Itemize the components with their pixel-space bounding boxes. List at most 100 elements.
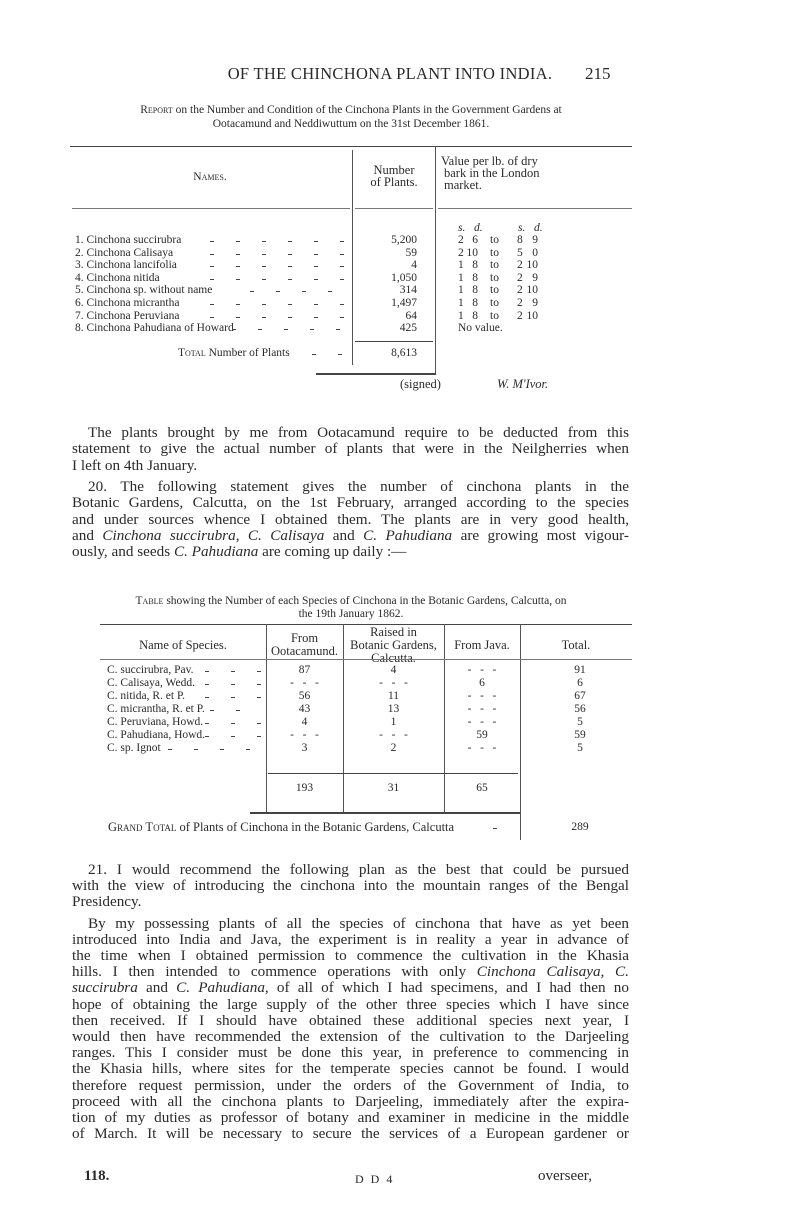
count-raised: 4 <box>390 664 397 676</box>
plant-count: 1,497 <box>391 297 417 309</box>
count-raised: - - - <box>379 729 408 741</box>
bark-value: to <box>490 246 499 259</box>
bark-value: 1 <box>458 259 464 272</box>
bark-value: 9 <box>532 234 538 246</box>
italic-text: succirubra <box>72 979 138 997</box>
count-java: - - - <box>467 742 497 754</box>
grand-total-value: 289 <box>571 821 589 833</box>
leader-dashes <box>210 266 346 268</box>
text-line: 21. I would recommend the following plan… <box>88 862 629 878</box>
header-raised: Raised in <box>370 625 417 639</box>
bark-value: to <box>490 284 499 297</box>
bark-value: to <box>490 309 499 322</box>
text-segment: are growing most vigour- <box>452 526 629 544</box>
text-segment: and <box>137 979 177 997</box>
bark-value: to <box>490 271 499 284</box>
text-segment: and under sources whence I obtained them… <box>72 510 629 528</box>
text-segment: ranges. This I consider must be done thi… <box>72 1044 629 1062</box>
count-oot: 56 <box>298 690 311 702</box>
text-segment: the time when I obtained permission to c… <box>72 947 629 964</box>
caption-text: on the Number and Condition of the Cinch… <box>172 104 562 116</box>
column-divider <box>352 150 353 365</box>
leader-dashes <box>205 723 262 724</box>
bottom-rule <box>316 373 436 375</box>
grand-smallcaps: Grand Total <box>108 820 177 834</box>
bark-value: 2 <box>458 234 464 246</box>
bark-value: 9 <box>532 297 538 309</box>
species-name: C. sp. Ignot <box>107 742 161 754</box>
plant-count: 4 <box>411 259 417 272</box>
header-species: Name of Species. <box>139 638 227 652</box>
text-line: the Khasia hills, where sites for the te… <box>72 1061 629 1077</box>
count-java: 6 <box>479 677 485 689</box>
text-segment: would then have recommended the extensio… <box>72 1028 629 1045</box>
text-line: succirubra and C. Pahudiana, of all of w… <box>72 980 629 996</box>
unit-label: s. <box>458 222 466 234</box>
leader-dashes <box>210 241 346 242</box>
count-java: - - - <box>467 703 497 715</box>
count-raised: 2 <box>390 742 397 754</box>
count-oot: - - - <box>290 729 319 741</box>
page-number: 215 <box>585 64 611 83</box>
leader-dashes <box>210 316 346 318</box>
bark-value: 9 <box>532 271 538 284</box>
bark-value: to <box>490 234 499 246</box>
bark-value: 8 <box>472 271 478 284</box>
column-divider <box>520 624 521 840</box>
top-rule <box>70 146 632 147</box>
count-oot: 43 <box>298 703 311 715</box>
bark-value: 2 <box>458 246 464 259</box>
bottom-rule <box>250 812 520 814</box>
table2-caption-line2: the 19th January 1862. <box>298 608 404 620</box>
count-total: 67 <box>574 690 586 702</box>
plant-name: 8. Cinchona Pahudiana of Howard <box>75 322 234 335</box>
text-line: The plants brought by me from Ootacamund… <box>88 425 629 441</box>
header-java: From Java. <box>454 638 510 652</box>
text-segment: proceed with all the cinchona plants to … <box>72 1092 629 1110</box>
signature-mark: D D 4 <box>355 1172 395 1186</box>
bark-value: 10 <box>466 246 479 259</box>
bark-value: 6 <box>472 234 478 246</box>
text-line: Presidency. <box>72 894 629 910</box>
plant-name: 2. Cinchona Calisaya <box>75 246 174 259</box>
species-name: C. nitida, R. et P. <box>107 690 185 702</box>
text-line: and Cinchona succirubra, C. Calisaya and… <box>72 526 629 544</box>
bark-value: 2 <box>517 297 523 309</box>
text-segment: 20. The following statement gives the nu… <box>88 477 629 495</box>
bark-value: 8 <box>517 234 523 246</box>
bark-value: 10 <box>526 259 539 272</box>
text-segment: introduced into India and Java, the expe… <box>72 930 629 948</box>
table1-caption-line2: Ootacamund and Neddiwuttum on the 31st D… <box>212 118 490 130</box>
unit-label: d. <box>474 222 483 234</box>
text-line: then received. If I should have obtained… <box>72 1012 629 1029</box>
total-text: Number of Plants <box>205 347 290 359</box>
bark-value: 8 <box>472 309 478 322</box>
text-segment: 21. I would recommend the following plan… <box>88 861 629 878</box>
plant-name: 4. Cinchona nitida <box>75 271 160 284</box>
text-segment: and <box>324 526 364 544</box>
text-segment: ously, and seeds <box>72 543 174 561</box>
bark-value: 2 <box>517 284 523 297</box>
leader-dashes <box>312 354 352 355</box>
subtotal-java: 65 <box>476 782 488 794</box>
text-segment: hills. I then intended to commence opera… <box>72 963 477 981</box>
text-segment: By my possessing plants of all the speci… <box>88 914 629 932</box>
header-raised: Botanic Gardens, <box>350 638 437 652</box>
species-name: C. Pahudiana, Howd. <box>107 729 206 741</box>
grand-text: of Plants of Cinchona in the Botanic Gar… <box>176 820 455 834</box>
species-name: C. micrantha, R. et P. <box>107 703 205 715</box>
text-line: ously, and seeds C. Pahudiana are coming… <box>72 544 629 560</box>
column-divider <box>444 624 445 812</box>
plant-name: 1. Cinchona succirubra <box>75 234 182 246</box>
running-title: OF THE CHINCHONA PLANT INTO INDIA. <box>227 64 553 83</box>
bark-value: 10 <box>526 309 539 322</box>
bark-value: 1 <box>458 309 464 322</box>
header-ootacamund: Ootacamund. <box>271 644 338 658</box>
text-segment: statement to give the actual number of p… <box>72 440 629 458</box>
header-rule <box>355 208 433 209</box>
header-value: bark in the London <box>444 166 540 180</box>
count-java: - - - <box>467 664 497 676</box>
species-name: C. Calisaya, Wedd. <box>107 677 195 689</box>
header-total: Total. <box>561 638 591 652</box>
text-line: and under sources whence I obtained them… <box>72 510 629 528</box>
